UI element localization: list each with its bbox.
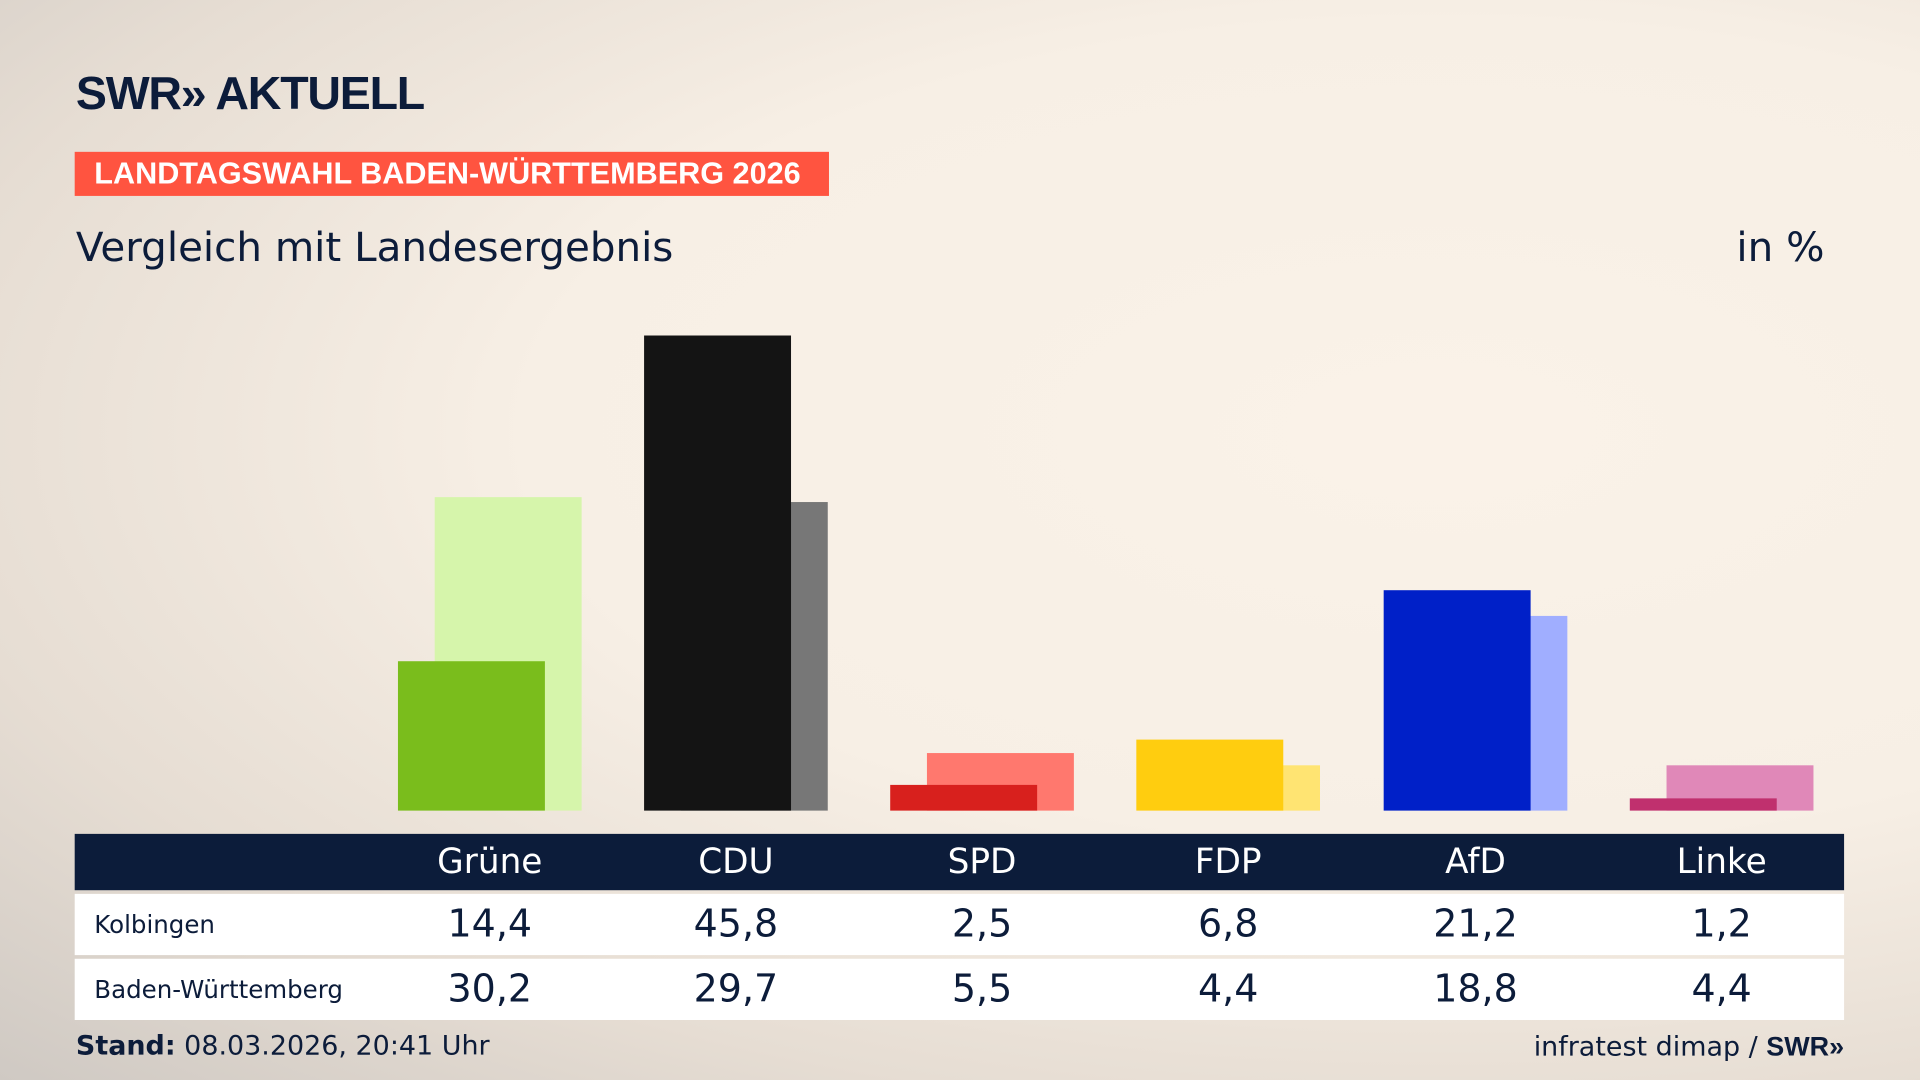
source-text: infratest dimap / xyxy=(1533,1032,1767,1063)
table-row: Baden-Württemberg 30,2 29,7 5,5 4,4 18,8 4,4 xyxy=(74,958,1845,1021)
swr-aktuell-logo: SWR» AKTUELL xyxy=(75,68,425,121)
value-cell: 5,5 xyxy=(951,967,1013,1012)
column-header: SPD xyxy=(947,841,1017,882)
value-cell: 14,4 xyxy=(447,902,533,947)
bar-kolbingen-spd xyxy=(890,784,1038,811)
column-header: CDU xyxy=(698,841,774,882)
column-header: Linke xyxy=(1676,841,1767,882)
swr-logo: SWR» xyxy=(1766,1031,1845,1062)
value-cell: 29,7 xyxy=(693,967,779,1012)
unit-label: in % xyxy=(1736,222,1825,271)
value-cell: 1,2 xyxy=(1691,902,1752,947)
column-header: AfD xyxy=(1445,841,1506,882)
value-cell: 30,2 xyxy=(447,967,533,1012)
table-row: Kolbingen 14,4 45,8 2,5 6,8 21,2 1,2 xyxy=(74,893,1845,956)
source: infratest dimap / SWR» xyxy=(1534,1031,1844,1063)
value-cell: 6,8 xyxy=(1197,902,1259,947)
bar-kolbingen-cdu xyxy=(644,335,792,811)
stand-label: Stand: xyxy=(75,1031,176,1062)
row-label: Kolbingen xyxy=(94,909,215,940)
bar-kolbingen-afd xyxy=(1383,590,1531,811)
table-header: Grüne CDU SPD FDP AfD Linke xyxy=(74,833,1845,891)
value-cell: 21,2 xyxy=(1433,902,1518,947)
column-header: FDP xyxy=(1194,841,1262,882)
stand-value: 08.03.2026, 20:41 Uhr xyxy=(175,1031,490,1062)
value-cell: 2,5 xyxy=(951,902,1013,947)
value-cell: 45,8 xyxy=(693,902,779,947)
bar-kolbingen-fdp xyxy=(1136,740,1284,811)
value-cell: 4,4 xyxy=(1197,967,1259,1012)
bar-kolbingen-grüne xyxy=(397,661,545,811)
row-label: Baden-Württemberg xyxy=(94,974,343,1005)
value-cell: 4,4 xyxy=(1691,967,1752,1012)
value-cell: 18,8 xyxy=(1433,967,1518,1012)
election-banner: LANDTAGSWAHL BADEN-WÜRTTEMBERG 2026 xyxy=(74,151,829,196)
bar-kolbingen-linke xyxy=(1629,798,1777,811)
chart-subtitle: Vergleich mit Landesergebnis xyxy=(75,222,674,271)
results-table: Grüne CDU SPD FDP AfD Linke Kolbingen 14,4 45,8… xyxy=(74,833,1845,1021)
timestamp: Stand: 08.03.2026, 20:41 Uhr xyxy=(76,1031,490,1062)
column-header: Grüne xyxy=(437,841,543,882)
